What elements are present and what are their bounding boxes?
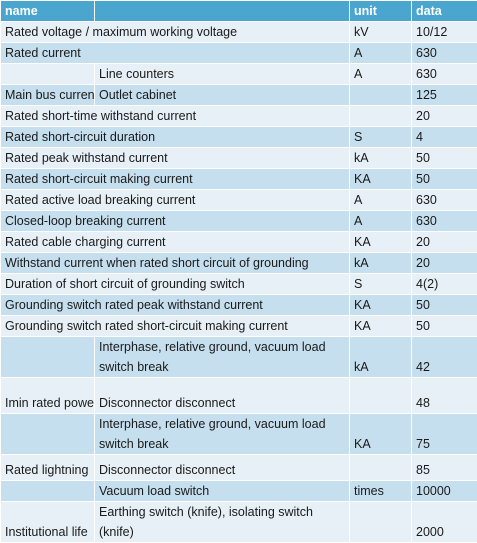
row-unit: KA [350, 316, 412, 337]
table-row: Interphase, relative ground, vacuum load… [1, 414, 477, 455]
table-row: Rated short-circuit duration S 4 [1, 127, 477, 148]
row-name: Rated cable charging current [1, 232, 350, 253]
row-unit [350, 85, 412, 106]
table-row: Rated short-circuit making current KA 50 [1, 169, 477, 190]
row-name: Rated current [1, 43, 350, 64]
table-row: Imin rated power Disconnector disconnect… [1, 378, 477, 414]
row-data: 2000 [412, 502, 477, 543]
row-data: 42 [412, 337, 477, 378]
row-unit: A [350, 211, 412, 232]
row-name: Rated peak withstand current [1, 148, 350, 169]
row-data: 20 [412, 253, 477, 274]
header-row: name unit data [1, 1, 477, 22]
row-data: 4(2) [412, 274, 477, 295]
row-subname: Interphase, relative ground, vacuum load… [95, 337, 350, 378]
row-data: 20 [412, 232, 477, 253]
row-unit [350, 455, 412, 481]
row-unit: S [350, 274, 412, 295]
table-row: Rated cable charging current KA 20 [1, 232, 477, 253]
table-row: Rated voltage / maximum working voltage … [1, 22, 477, 43]
table-row: Grounding switch rated peak withstand cu… [1, 295, 477, 316]
row-data: 630 [412, 43, 477, 64]
row-unit: kA [350, 337, 412, 378]
row-name: Rated lightning [1, 455, 95, 481]
row-name: Rated active load breaking current [1, 190, 350, 211]
header-blank [95, 1, 350, 22]
table-row: Interphase, relative ground, vacuum load… [1, 337, 477, 378]
row-unit [350, 378, 412, 414]
table-row: Main bus current Outlet cabinet 125 [1, 85, 477, 106]
row-unit: A [350, 64, 412, 85]
header-name: name [1, 1, 95, 22]
row-unit: KA [350, 169, 412, 190]
row-data: 50 [412, 169, 477, 190]
table-row: Rated current A 630 [1, 43, 477, 64]
table-row: Grounding switch rated short-circuit mak… [1, 316, 477, 337]
row-unit: A [350, 43, 412, 64]
row-subname: Earthing switch (knife), isolating switc… [95, 502, 350, 543]
row-data: 50 [412, 148, 477, 169]
row-subname: Outlet cabinet [95, 85, 350, 106]
row-subname: Vacuum load switch [95, 481, 350, 502]
row-data: 10/12 [412, 22, 477, 43]
row-data: 20 [412, 106, 477, 127]
row-subname: Line counters [95, 64, 350, 85]
row-unit: kA [350, 253, 412, 274]
table-row: Duration of short circuit of grounding s… [1, 274, 477, 295]
table-row: Rated lightning Disconnector disconnect … [1, 455, 477, 481]
row-name [1, 481, 95, 502]
row-data: 50 [412, 316, 477, 337]
row-data: 630 [412, 211, 477, 232]
row-unit: KA [350, 414, 412, 455]
row-name: Closed-loop breaking current [1, 211, 350, 232]
row-name: Grounding switch rated peak withstand cu… [1, 295, 350, 316]
row-name: Imin rated power [1, 378, 95, 414]
row-data: 630 [412, 64, 477, 85]
row-data: 50 [412, 295, 477, 316]
row-unit: times [350, 481, 412, 502]
table-row: Withstand current when rated short circu… [1, 253, 477, 274]
row-name: Institutional life [1, 502, 95, 543]
table-row: Line counters A 630 [1, 64, 477, 85]
row-unit [350, 106, 412, 127]
table-row: Closed-loop breaking current A 630 [1, 211, 477, 232]
row-name: Withstand current when rated short circu… [1, 253, 350, 274]
row-unit: KA [350, 232, 412, 253]
row-name: Main bus current [1, 85, 95, 106]
header-data: data [412, 1, 477, 22]
table-row: Rated active load breaking current A 630 [1, 190, 477, 211]
row-data: 630 [412, 190, 477, 211]
row-name: Grounding switch rated short-circuit mak… [1, 316, 350, 337]
row-data: 4 [412, 127, 477, 148]
row-data: 125 [412, 85, 477, 106]
row-subname: Disconnector disconnect [95, 455, 350, 481]
row-name [1, 64, 95, 85]
row-name [1, 414, 95, 455]
row-name: Duration of short circuit of grounding s… [1, 274, 350, 295]
row-data: 85 [412, 455, 477, 481]
row-data: 48 [412, 378, 477, 414]
row-unit: A [350, 190, 412, 211]
row-unit: kA [350, 148, 412, 169]
row-subname: Interphase, relative ground, vacuum load… [95, 414, 350, 455]
row-unit: kV [350, 22, 412, 43]
table-row: Rated peak withstand current kA 50 [1, 148, 477, 169]
row-unit: S [350, 127, 412, 148]
row-name: Rated voltage / maximum working voltage [1, 22, 350, 43]
table-row: Institutional life Earthing switch (knif… [1, 502, 477, 543]
header-unit: unit [350, 1, 412, 22]
row-subname: Disconnector disconnect [95, 378, 350, 414]
row-name: Rated short-circuit duration [1, 127, 350, 148]
row-unit [350, 502, 412, 543]
table-row: Vacuum load switch times 10000 [1, 481, 477, 502]
row-data: 10000 [412, 481, 477, 502]
row-name: Rated short-time withstand current [1, 106, 350, 127]
row-data: 75 [412, 414, 477, 455]
row-unit: KA [350, 295, 412, 316]
row-name: Rated short-circuit making current [1, 169, 350, 190]
row-name [1, 337, 95, 378]
table-row: Rated short-time withstand current 20 [1, 106, 477, 127]
